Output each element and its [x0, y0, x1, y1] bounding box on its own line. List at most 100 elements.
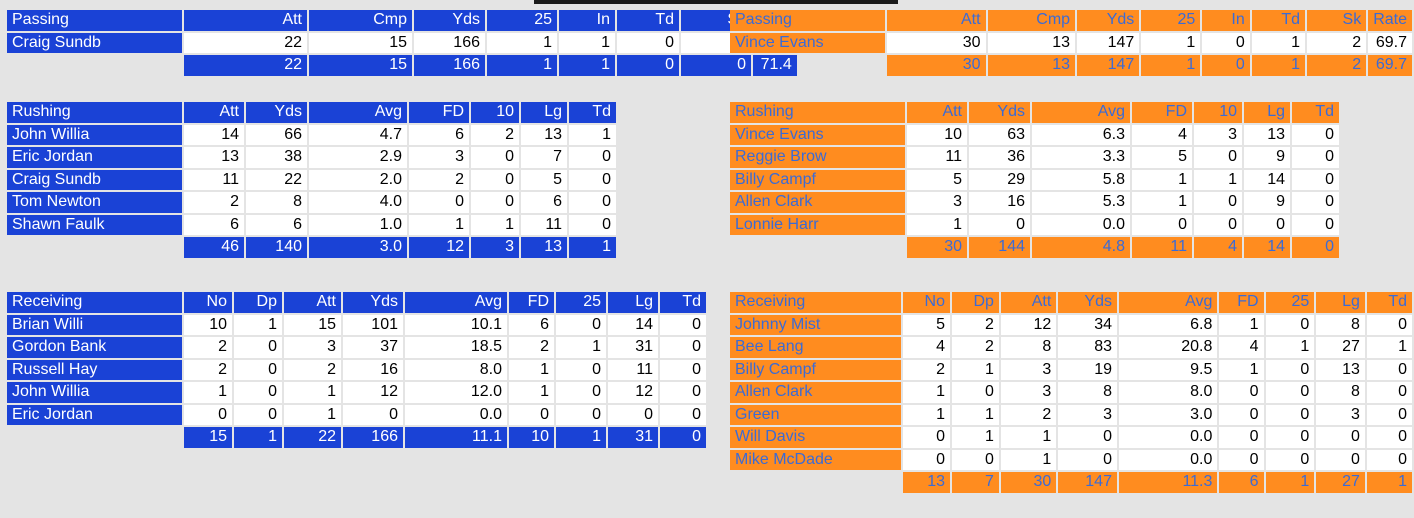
column-header: Td: [617, 10, 679, 31]
stat-cell: 31: [608, 337, 658, 358]
stat-cell: 6.3: [1032, 124, 1130, 145]
stat-cell: 0: [1219, 404, 1264, 425]
totals-spacer: [7, 427, 182, 448]
stat-cell: 0: [660, 404, 706, 425]
stat-cell: 0: [1219, 382, 1264, 403]
total-cell: 71.4: [753, 55, 797, 76]
stat-cell: 1: [556, 337, 606, 358]
stat-cell: 0: [1202, 32, 1250, 53]
total-cell: 1: [1251, 55, 1305, 76]
stat-cell: 1: [409, 214, 469, 235]
stat-cell: 0: [234, 382, 282, 403]
column-header: Rate: [1368, 10, 1412, 31]
stat-cell: 14: [184, 124, 244, 145]
stat-cell: 8: [1316, 314, 1365, 335]
column-header: FD: [1132, 102, 1192, 123]
total-cell: 22: [184, 55, 307, 76]
totals-spacer: [730, 472, 901, 493]
stat-cell: 66: [246, 124, 307, 145]
stat-cell: 15: [284, 314, 341, 335]
total-cell: 0: [1292, 237, 1339, 258]
stat-cell: 0.0: [1118, 427, 1218, 448]
column-header: Cmp: [987, 10, 1076, 31]
stat-cell: 1: [1000, 449, 1057, 470]
total-cell: 1: [1265, 472, 1315, 493]
stat-cell: 0: [1194, 192, 1242, 213]
stat-cell: 1: [284, 382, 341, 403]
stat-cell: 5: [903, 314, 950, 335]
home-rushing-table: Rushing Att Yds Avg FD 10 Lg Td John Willia 14 66 4…: [5, 100, 618, 260]
header-row: Rushing Att Yds Avg FD 10 Lg Td: [7, 102, 616, 123]
totals-spacer: [730, 237, 905, 258]
stat-cell: 0: [1366, 404, 1412, 425]
column-header: In: [559, 10, 615, 31]
stat-cell: 0: [1366, 314, 1412, 335]
column-header: No: [903, 292, 950, 313]
player-name: Allen Clark: [730, 192, 905, 213]
stat-cell: 3: [1316, 404, 1365, 425]
stat-cell: 0: [660, 314, 706, 335]
stat-cell: 0: [1366, 449, 1412, 470]
stat-cell: 3: [409, 147, 469, 168]
stat-cell: 13: [184, 147, 244, 168]
stat-cell: 1: [509, 359, 554, 380]
total-cell: 10: [509, 427, 554, 448]
stat-cell: 0: [1219, 449, 1264, 470]
stat-cell: 3: [284, 337, 341, 358]
totals-row: 22 15 166 1 1 0 0 71.4: [7, 55, 797, 76]
stat-cell: 1: [1132, 192, 1192, 213]
total-cell: 2: [1306, 55, 1367, 76]
player-name: Gordon Bank: [7, 337, 182, 358]
table-row: Eric Jordan 0 0 1 0 0.0 0 0 0 0: [7, 404, 706, 425]
section-title: Receiving: [730, 292, 902, 313]
stat-cell: 13: [987, 32, 1076, 53]
stat-cell: 1: [509, 382, 554, 403]
stat-cell: 1: [284, 404, 341, 425]
stat-cell: 9: [1244, 192, 1290, 213]
player-name: Billy Campf: [730, 359, 902, 380]
table-row: Will Davis 0 1 1 0 0.0 0 0 0 0: [730, 427, 1412, 448]
stat-cell: 0: [1292, 124, 1339, 145]
total-cell: 7: [951, 472, 999, 493]
total-cell: 13: [903, 472, 950, 493]
stat-cell: 36: [969, 147, 1030, 168]
total-cell: 1: [569, 237, 616, 258]
stat-cell: 0: [471, 147, 519, 168]
stat-cell: 0: [509, 404, 554, 425]
stat-cell: 29: [969, 169, 1030, 190]
stat-cell: 6: [246, 214, 307, 235]
totals-row: 46 140 3.0 12 3 13 1: [7, 237, 616, 258]
total-cell: 46: [184, 237, 244, 258]
column-header: 10: [1194, 102, 1242, 123]
stat-cell: 0: [1366, 359, 1412, 380]
section-title: Passing: [7, 10, 182, 31]
stat-cell: 1: [1366, 337, 1412, 358]
total-cell: 30: [1000, 472, 1057, 493]
column-header: Cmp: [309, 10, 412, 31]
total-cell: 1: [234, 427, 282, 448]
stat-cell: 0: [1194, 214, 1242, 235]
stat-cell: 0: [1265, 382, 1315, 403]
stat-cell: 0: [660, 382, 706, 403]
player-name: Mike McDade: [730, 449, 902, 470]
stat-cell: 1: [1219, 359, 1264, 380]
stat-cell: 2: [409, 169, 469, 190]
stat-cell: 27: [1316, 337, 1365, 358]
column-header: Td: [1251, 10, 1305, 31]
table-row: Eric Jordan 13 38 2.9 3 0 7 0: [7, 147, 616, 168]
stat-cell: 20.8: [1118, 337, 1218, 358]
stat-cell: 0.0: [1032, 214, 1130, 235]
totals-spacer: [730, 55, 885, 76]
stat-cell: 12: [608, 382, 658, 403]
stat-cell: 1: [903, 382, 950, 403]
column-header: Att: [887, 10, 986, 31]
table-row: Brian Willi 10 1 15 101 10.1 6 0 14 0: [7, 314, 706, 335]
total-cell: 1: [487, 55, 557, 76]
column-header: Dp: [951, 292, 999, 313]
total-cell: 22: [284, 427, 341, 448]
stat-cell: 16: [343, 359, 403, 380]
column-header: Yds: [414, 10, 485, 31]
section-title: Rushing: [730, 102, 905, 123]
stat-cell: 8: [1058, 382, 1117, 403]
